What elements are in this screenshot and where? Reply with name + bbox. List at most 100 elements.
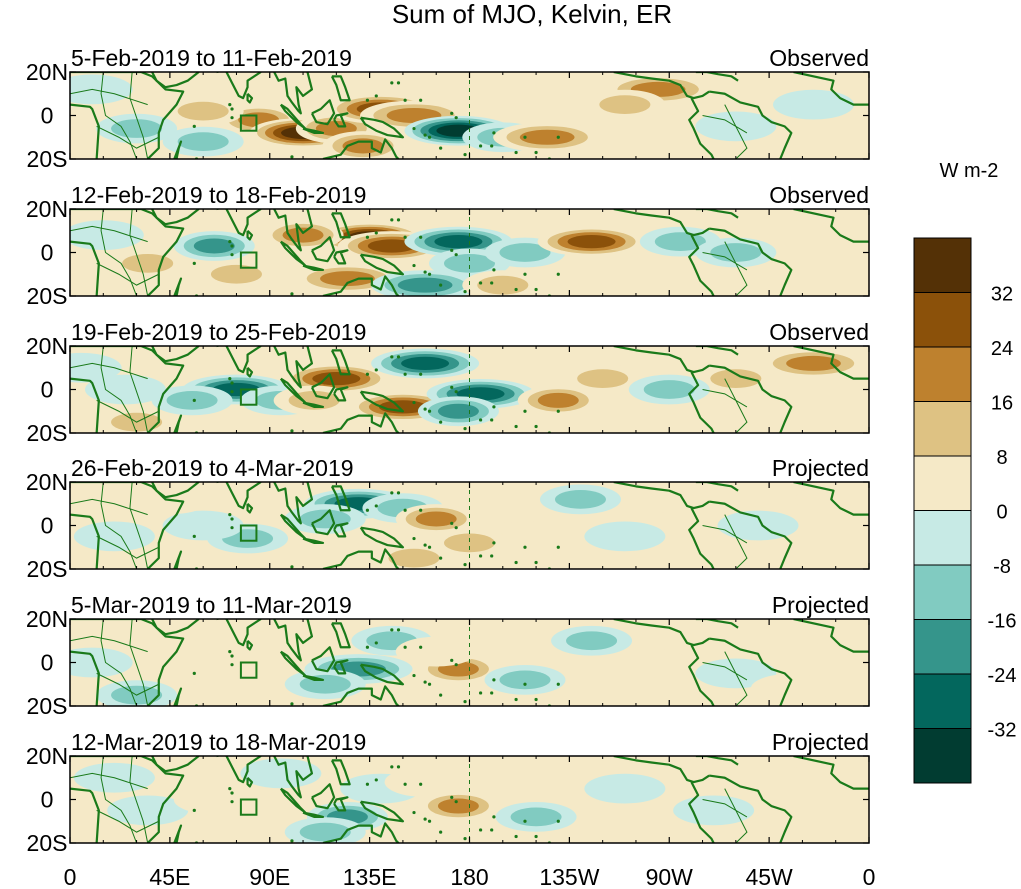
island-dot bbox=[190, 570, 193, 573]
country-border bbox=[96, 125, 159, 149]
coastline bbox=[709, 637, 793, 706]
island-dot bbox=[492, 268, 496, 272]
island-dot bbox=[478, 828, 483, 832]
anomaly-blob bbox=[240, 758, 322, 789]
island-dot bbox=[463, 563, 467, 567]
coastline bbox=[709, 364, 793, 433]
anomaly-blob bbox=[166, 391, 218, 410]
island-dot bbox=[490, 281, 494, 285]
anomaly-blob bbox=[444, 533, 495, 553]
island-dot bbox=[490, 144, 494, 148]
island-dot bbox=[435, 570, 438, 573]
panel-status: Projected bbox=[772, 592, 869, 618]
colorbar-label: 24 bbox=[991, 338, 1013, 360]
map-panel: 20N 0 20S 26-Feb-2019 to 4-Mar-2019 Projecte… bbox=[26, 455, 870, 582]
anomaly-blob bbox=[567, 235, 616, 249]
island-dot bbox=[514, 424, 518, 429]
coastline bbox=[695, 756, 739, 766]
island-dot bbox=[412, 536, 416, 541]
country-border bbox=[724, 651, 748, 706]
country-border bbox=[724, 378, 748, 433]
anomaly-blob bbox=[177, 101, 229, 121]
island-dot bbox=[454, 253, 458, 257]
x-tick-label: 0 bbox=[863, 864, 876, 889]
country-border bbox=[96, 809, 159, 833]
coastline bbox=[322, 822, 400, 843]
island-dot bbox=[190, 707, 193, 710]
island-dot bbox=[290, 429, 294, 433]
island-dot bbox=[228, 650, 232, 654]
island-dot bbox=[374, 504, 378, 508]
island-dot bbox=[427, 409, 432, 413]
island-dot bbox=[419, 372, 423, 376]
coastline bbox=[70, 209, 185, 296]
island-dot bbox=[534, 834, 538, 839]
island-dot bbox=[230, 663, 234, 667]
island-dot bbox=[423, 680, 427, 684]
island-dot bbox=[403, 782, 407, 786]
island-dot bbox=[490, 828, 494, 832]
colorbar-label: -16 bbox=[988, 611, 1017, 633]
island-dot bbox=[365, 98, 370, 102]
anomaly-blob bbox=[444, 254, 495, 273]
anomaly-blob bbox=[554, 490, 606, 509]
coastline bbox=[273, 72, 314, 115]
coastline bbox=[613, 346, 710, 374]
island-dot bbox=[514, 287, 518, 292]
coastline bbox=[246, 502, 254, 514]
island-dot bbox=[439, 146, 443, 150]
anomaly-blob bbox=[193, 238, 235, 254]
coastline bbox=[330, 485, 351, 512]
island-dot bbox=[490, 691, 494, 695]
island-dot bbox=[374, 368, 378, 372]
coastline bbox=[709, 774, 793, 843]
island-dot bbox=[190, 434, 193, 437]
islands bbox=[192, 81, 560, 159]
panel-status: Observed bbox=[769, 182, 869, 208]
coastline bbox=[359, 800, 405, 823]
anomaly-blob bbox=[177, 132, 229, 151]
anomaly-blob bbox=[434, 235, 483, 249]
anomaly-blob bbox=[437, 403, 479, 419]
panel-date-range: 26-Feb-2019 to 4-Mar-2019 bbox=[71, 455, 354, 481]
coastline bbox=[70, 377, 100, 433]
coastline bbox=[688, 644, 715, 706]
anomaly-blob bbox=[320, 271, 375, 287]
island-dot bbox=[290, 702, 294, 706]
anomaly-blob bbox=[477, 275, 529, 295]
anomaly-blob bbox=[367, 239, 416, 253]
island-dot bbox=[228, 240, 232, 244]
colorbar-label: -8 bbox=[993, 556, 1011, 578]
island-dot bbox=[365, 235, 370, 239]
coastline bbox=[330, 759, 351, 786]
coastline bbox=[151, 346, 200, 363]
coastline bbox=[333, 522, 349, 538]
anomaly-blob bbox=[122, 254, 174, 273]
anomaly-contours bbox=[70, 215, 866, 296]
colorbar-swatch bbox=[913, 455, 972, 511]
x-tick-label: 90E bbox=[249, 864, 290, 889]
island-dot bbox=[396, 765, 401, 769]
coastline bbox=[333, 112, 349, 128]
y-tick-label: 0 bbox=[41, 513, 54, 539]
island-dot bbox=[534, 424, 538, 429]
island-dot bbox=[492, 678, 496, 682]
country-borders bbox=[70, 72, 748, 159]
island-dot bbox=[228, 513, 232, 517]
island-dot bbox=[419, 235, 423, 239]
y-tick-label: 20S bbox=[27, 146, 68, 172]
region-box bbox=[239, 251, 258, 269]
panel-status: Projected bbox=[772, 729, 869, 755]
country-border bbox=[724, 241, 748, 296]
island-dot bbox=[454, 526, 458, 530]
coastline bbox=[330, 75, 351, 102]
island-dot bbox=[556, 135, 560, 139]
coastline bbox=[246, 639, 254, 651]
island-dot bbox=[454, 390, 458, 394]
island-dot bbox=[365, 782, 370, 786]
island-dot bbox=[435, 434, 438, 437]
anomaly-blob bbox=[70, 352, 122, 383]
coastline bbox=[322, 412, 400, 433]
island-dot bbox=[478, 418, 483, 422]
island-dot bbox=[390, 491, 394, 495]
